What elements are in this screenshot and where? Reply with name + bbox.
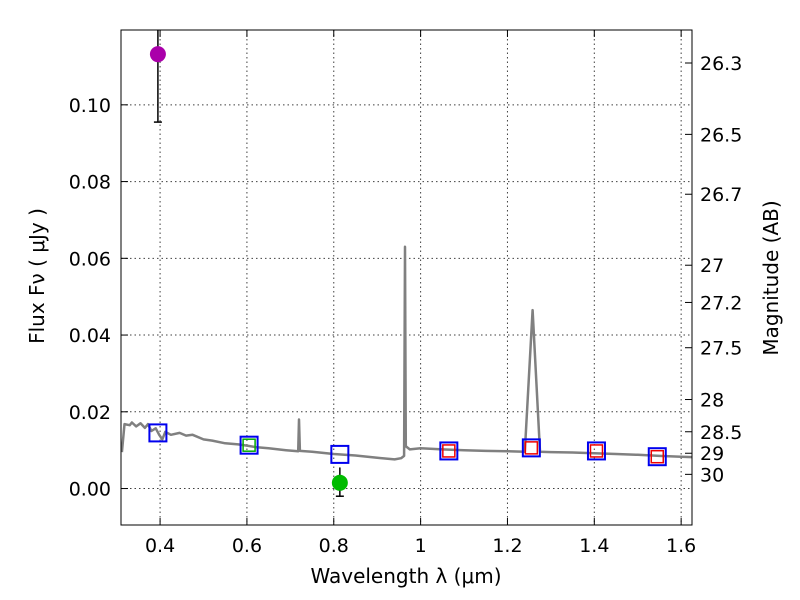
y-axis-label: Flux Fν ( μJy ) <box>25 208 49 344</box>
y-tick-label: 0.10 <box>69 95 111 117</box>
model-flux-square <box>586 441 606 461</box>
photometry-point <box>149 46 166 63</box>
magnitude-axis-label: Magnitude (AB) <box>759 200 783 355</box>
y-tick-label: 0.00 <box>69 479 111 501</box>
filter-model-square <box>589 444 604 458</box>
magnitude-tick-label: 27.5 <box>700 338 742 360</box>
magnitude-tick-label: 27.2 <box>700 292 742 314</box>
x-tick-label: 0.8 <box>319 535 349 557</box>
magnitude-tick-label: 27 <box>700 255 724 277</box>
filter-model-square <box>524 441 539 455</box>
x-tick-label: 1.6 <box>666 535 696 557</box>
x-tick-label: 1 <box>415 535 427 557</box>
plot-frame <box>120 29 693 526</box>
photometry-point <box>331 474 348 491</box>
filter-model-square <box>442 444 456 458</box>
y-tick-label: 0.02 <box>69 402 111 424</box>
magnitude-tick-label: 26.7 <box>700 184 742 206</box>
y-tick-label: 0.06 <box>69 248 111 270</box>
magnitude-tick-label: 30 <box>700 464 724 486</box>
y-tick-label: 0.04 <box>69 325 111 347</box>
model-flux-square <box>439 441 459 461</box>
magnitude-tick-label: 28 <box>700 390 724 412</box>
spectrum-layer <box>120 245 693 461</box>
x-tick-label: 0.4 <box>145 535 175 557</box>
x-tick-label: 0.6 <box>232 535 262 557</box>
x-tick-label: 1.4 <box>579 535 609 557</box>
model-flux-square <box>521 438 541 458</box>
model-flux-square <box>330 444 350 464</box>
y-tick-label: 0.08 <box>69 172 111 194</box>
filter-model-square <box>242 438 256 452</box>
ticks-layer: 0.4 0.6 0.8 1 1.2 1.4 1.6 0.00 0.02 0.04 0.06 0.08 0… <box>69 30 742 557</box>
magnitude-tick-label: 28.5 <box>700 422 742 444</box>
magnitude-tick-label: 29 <box>700 443 724 465</box>
grid-layer <box>121 30 692 525</box>
filter-model-square <box>650 449 665 464</box>
magnitude-tick-label: 26.5 <box>700 124 742 146</box>
magnitude-tick-label: 26.3 <box>700 53 742 75</box>
x-tick-label: 1.2 <box>492 535 522 557</box>
model-spectrum-line <box>120 245 693 461</box>
model-flux-square <box>647 447 667 467</box>
x-axis-label: Wavelength λ (μm) <box>310 564 501 588</box>
model-flux-square <box>239 435 259 455</box>
model-flux-square <box>148 423 168 443</box>
points-layer <box>148 30 667 497</box>
